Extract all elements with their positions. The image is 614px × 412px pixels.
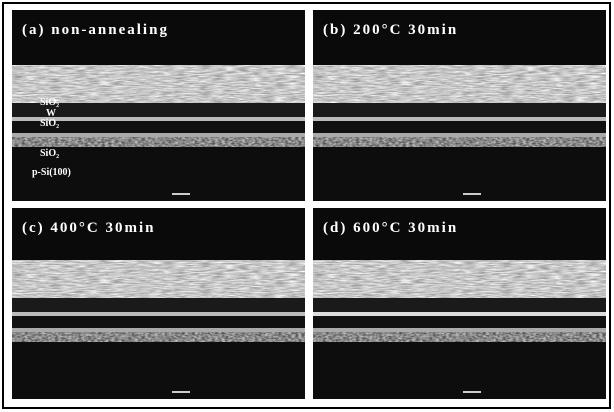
dark-layer xyxy=(313,121,606,133)
interface-texture xyxy=(313,137,606,147)
thin-layer xyxy=(313,117,606,121)
thin-layer xyxy=(12,133,305,137)
dark-layer xyxy=(12,316,305,328)
dark-layer xyxy=(12,298,305,312)
layer-label: SiO₂ xyxy=(40,118,59,129)
micrograph: (d) 600°C 30min xyxy=(313,208,606,399)
interface-texture xyxy=(12,332,305,342)
grain-texture xyxy=(313,260,606,298)
layer-label: SiO₂ xyxy=(40,97,59,108)
interface-texture xyxy=(12,137,305,147)
substrate xyxy=(12,342,305,399)
substrate xyxy=(313,147,606,201)
scale-bar xyxy=(172,193,190,195)
dark-layer xyxy=(313,316,606,328)
thin-layer xyxy=(313,312,606,316)
scale-bar xyxy=(463,193,481,195)
panel-label: (d) 600°C 30min xyxy=(323,220,458,236)
figure: (a) non-annealingSiO₂WSiO₂SiO₂p-Si(100)(… xyxy=(0,0,614,412)
micrograph: (b) 200°C 30min xyxy=(313,10,606,201)
grain-texture xyxy=(12,260,305,298)
dark-layer xyxy=(313,103,606,117)
layer-label: p-Si(100) xyxy=(32,167,71,178)
grain-texture xyxy=(313,65,606,103)
scale-bar xyxy=(463,391,481,393)
layer-label: SiO₂ xyxy=(40,148,59,159)
micrograph: (c) 400°C 30min xyxy=(12,208,305,399)
thin-layer xyxy=(313,133,606,137)
interface-texture xyxy=(313,332,606,342)
thin-layer xyxy=(12,328,305,332)
panel-label: (c) 400°C 30min xyxy=(22,220,155,236)
dark-layer xyxy=(313,298,606,312)
thin-layer xyxy=(12,312,305,316)
panel-label: (b) 200°C 30min xyxy=(323,22,458,38)
panel-label: (a) non-annealing xyxy=(22,22,169,38)
substrate xyxy=(313,342,606,399)
scale-bar xyxy=(172,391,190,393)
thin-layer xyxy=(313,328,606,332)
